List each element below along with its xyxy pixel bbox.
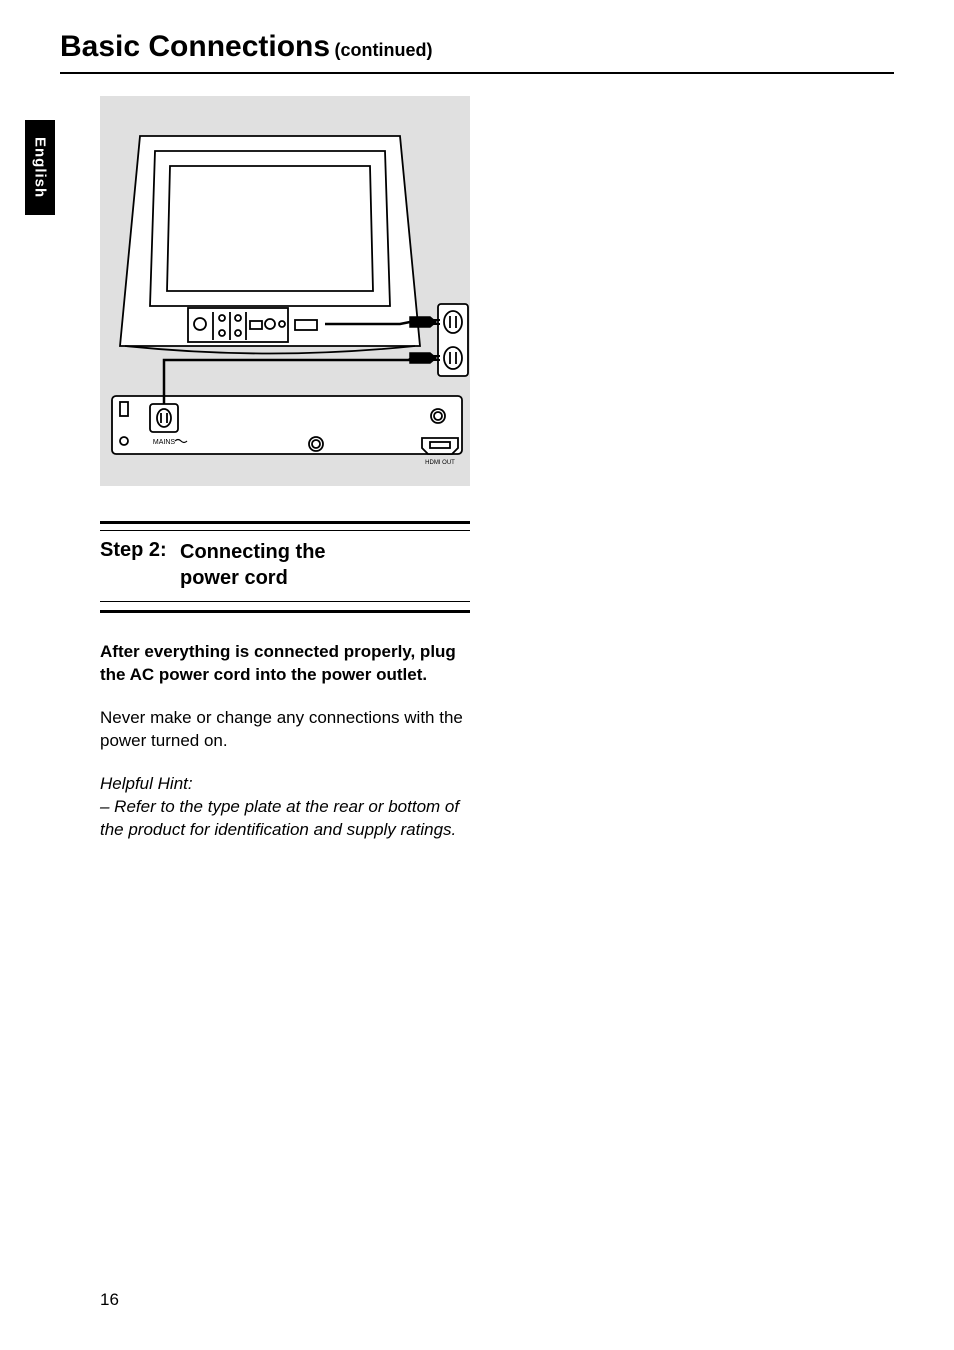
heading-main: Basic Connections [60,30,330,63]
step-inner: Step 2: Connecting the power cord [100,530,470,602]
page-number: 16 [100,1290,119,1310]
language-tab-label: English [32,137,49,198]
step-label: Step 2: [100,539,180,591]
hdmi-label: HDMI OUT [425,460,455,466]
content-column: MAINS HDMI OUT Step 2: [100,96,470,842]
heading-sub: (continued) [335,40,433,60]
diagram-svg: MAINS HDMI OUT [100,96,470,486]
hint-text: – Refer to the type plate at the rear or… [100,796,470,842]
instruction-bold: After everything is connected properly, … [100,641,470,687]
mains-label: MAINS [153,439,176,446]
page: Basic Connections (continued) English [0,0,954,1350]
language-tab: English [25,120,55,215]
instruction-warning: Never make or change any connections wit… [100,707,470,753]
hint-label: Helpful Hint: [100,773,470,796]
step-block: Step 2: Connecting the power cord [100,521,470,613]
page-heading: Basic Connections (continued) [60,30,894,74]
connection-diagram: MAINS HDMI OUT [100,96,470,486]
step-title-line1: Connecting the [180,539,326,565]
step-title-line2: power cord [180,565,326,591]
